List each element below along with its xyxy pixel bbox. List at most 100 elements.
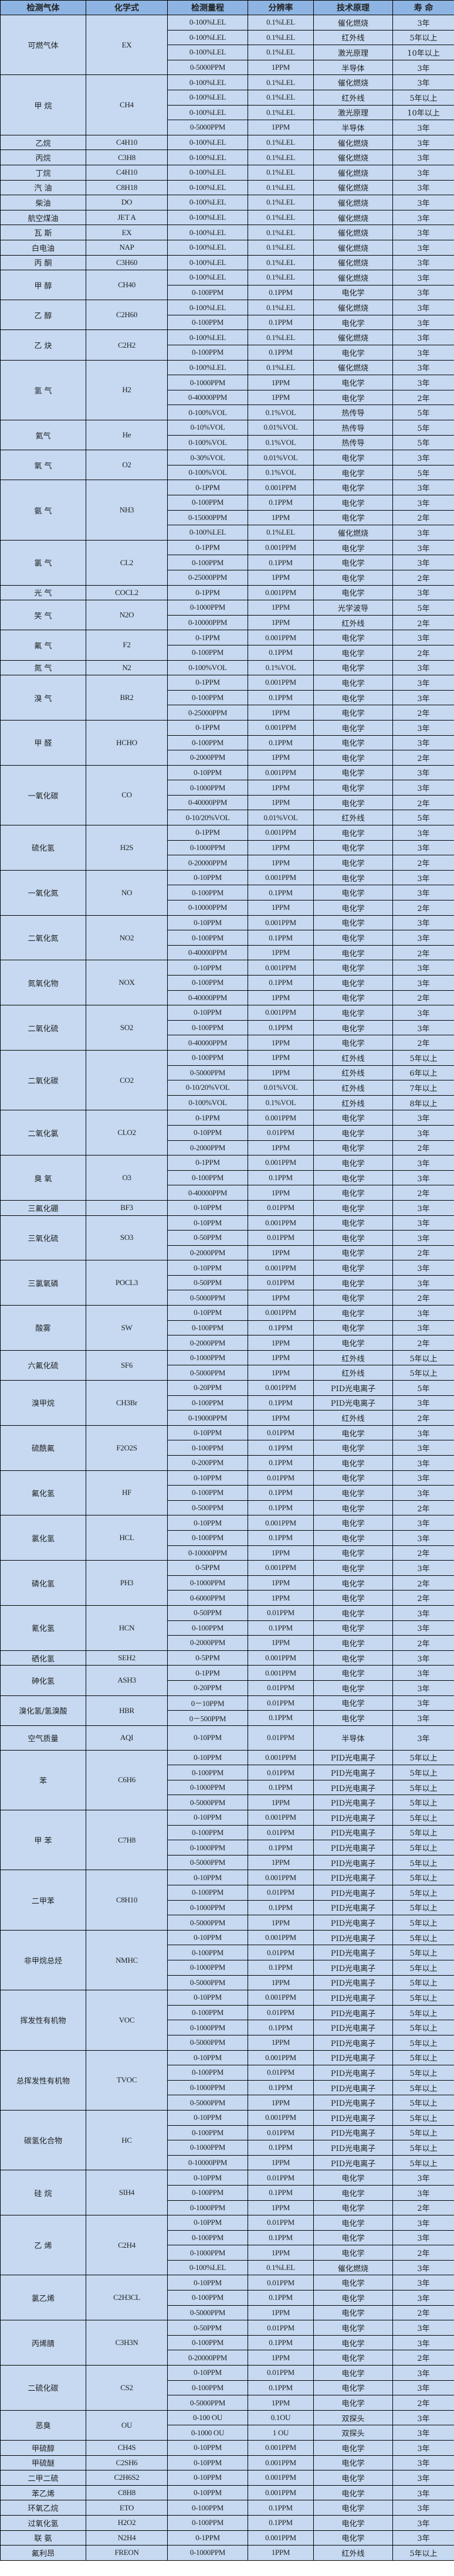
range-cell: 0-10PPM	[167, 1810, 248, 1826]
lifespan-cell: 5年	[392, 405, 454, 421]
principle-cell: 电化学	[313, 1290, 393, 1306]
range-cell: 0-1PPM	[167, 584, 248, 601]
table-row: 0-10000PPM 1PPM 电化学 2年	[1, 1545, 454, 1561]
principle-cell: 半导体	[313, 59, 393, 76]
lifespan-cell: 2年	[392, 750, 454, 766]
lifespan-cell: 5年以上	[392, 1824, 454, 1841]
table-row: 0-100%LEL 0.1%LEL 催化燃烧 3年	[1, 2259, 454, 2276]
resolution-cell: 0.01PPM	[248, 2320, 314, 2336]
lifespan-cell: 2年	[392, 389, 454, 406]
principle-cell: PID光电离子	[313, 2020, 393, 2035]
principle-cell: 电化学	[313, 2470, 393, 2486]
table-row: 丁烷 C4H10 0-100%LEL 0.1%LEL 催化燃烧 3年	[0, 164, 454, 181]
resolution-cell: 0.1%VOL	[248, 434, 314, 451]
formula-cell: JET A	[86, 209, 168, 226]
lifespan-cell: 5年以上	[392, 2020, 454, 2035]
gas-name-cell: 氨 气	[0, 480, 86, 541]
table-row: 0-1000PPM 1PPM 电化学 3年	[1, 840, 454, 856]
formula-cell: O3	[86, 1155, 168, 1201]
resolution-cell: 0.1PPM	[248, 2140, 314, 2156]
resolution-cell: 0.001PPM	[248, 1560, 314, 1576]
lifespan-cell: 3年	[392, 1605, 454, 1621]
resolution-cell: 0.1PPM	[248, 2290, 314, 2306]
lifespan-cell: 5年以上	[392, 2095, 454, 2111]
lifespan-cell: 3年	[392, 329, 454, 346]
lifespan-cell: 2年	[392, 1575, 454, 1591]
resolution-cell: 0.001PPM	[248, 2455, 314, 2471]
table-row: 瓦 斯 EX 0-100%LEL 0.1%LEL 催化燃烧 3年	[0, 225, 454, 240]
table-row: 二氧化氮 NO2 0-10PPM 0.001PPM 电化学 3年	[0, 915, 454, 961]
principle-cell: 电化学	[313, 840, 393, 856]
resolution-cell: 0.001PPM	[248, 630, 314, 645]
table-row: 0-100%VOL 0.1%VOL 热传导 5年	[1, 434, 454, 451]
principle-cell: 电化学	[313, 345, 393, 361]
range-cell: 0-5000PPM	[167, 1290, 248, 1306]
gas-name-cell: 氟利昂	[0, 2545, 86, 2561]
resolution-cell: 0.001PPM	[248, 915, 314, 931]
resolution-cell: 0.01PPM	[248, 1605, 314, 1621]
resolution-cell: 1PPM	[248, 2200, 314, 2216]
table-row: 0-10/20%VOL 0.01%VOL 红外线 5年	[1, 810, 454, 826]
resolution-cell: 0.01PPM	[248, 1425, 314, 1441]
table-row: 0-100PPM 0.1PPM 电化学 3年	[1, 930, 454, 946]
principle-cell: 电化学	[313, 480, 393, 495]
gas-name-cell: 二氧化氯	[0, 1110, 86, 1156]
table-row: 0-100PPM 0.01PPM PID光电离子 5年以上	[1, 1765, 454, 1780]
principle-cell: 电化学	[313, 1710, 393, 1726]
table-row: 0-10/20%VOL 0.01%VOL 红外线 7年以上	[1, 1080, 454, 1096]
resolution-cell: 0.1PPM	[248, 1320, 314, 1336]
lifespan-cell: 3年	[392, 2485, 454, 2501]
lifespan-cell: 3年	[392, 2230, 454, 2246]
lifespan-cell: 7年以上	[392, 1080, 454, 1096]
range-cell: 0-10PPM	[167, 2109, 248, 2126]
resolution-cell: 0.001PPM	[248, 1990, 314, 2006]
lifespan-cell: 5年以上	[392, 1795, 454, 1811]
gas-name-cell: 空气质量	[0, 1725, 86, 1751]
table-row: 过氧化氢 H2O2 0-100PPM 0.1PPM 电化学 3年	[0, 2514, 454, 2531]
range-cell: 0-10PPM	[167, 915, 248, 931]
gas-name-cell: 酸雾	[0, 1305, 86, 1351]
formula-cell: HBR	[86, 1695, 168, 1726]
resolution-cell: 1PPM	[248, 120, 314, 135]
resolution-cell: 1 OU	[248, 2425, 314, 2441]
range-cell: 0-10%VOL	[167, 420, 248, 436]
resolution-cell: 0.001PPM	[248, 1665, 314, 1681]
lifespan-cell: 5年以上	[392, 1049, 454, 1066]
gas-name-cell: 环氧乙烷	[0, 2500, 86, 2516]
principle-cell: PID光电离子	[313, 1975, 393, 1991]
range-cell: 0-100PPM	[167, 345, 248, 361]
principle-cell: 电化学	[313, 1124, 393, 1141]
resolution-cell: 1PPM	[248, 1545, 314, 1561]
gas-name-cell: 甲 烷	[0, 74, 86, 135]
principle-cell: 电化学	[313, 930, 393, 946]
table-row: 0-100PPM 0.01PPM PID光电离子 5年以上	[1, 1885, 454, 1901]
range-cell: 0-100PPM	[167, 284, 248, 301]
table-row: 氯 气 CL2 0-1PPM 0.001PPM 电化学 3年	[0, 539, 454, 586]
gas-name-cell: 三氟化硼	[0, 1199, 86, 1216]
formula-cell: C4H10	[86, 134, 168, 151]
lifespan-cell: 2年	[392, 1185, 454, 1201]
table-row: 可燃气体 EX 0-100%LEL 0.1%LEL 催化燃烧 3年	[0, 14, 454, 76]
gas-name-cell: 氯乙烯	[0, 2275, 86, 2321]
range-cell: 0-50PPM	[167, 1275, 248, 1291]
range-cell: 0-100%VOL	[167, 464, 248, 481]
lifespan-cell: 3年	[392, 1170, 454, 1186]
gas-name-cell: 硒化氢	[0, 1650, 86, 1666]
gas-name-cell: 氦气	[0, 420, 86, 451]
principle-cell: 电化学	[313, 2170, 393, 2186]
range-cell: 0-100PPM	[167, 555, 248, 570]
table-row: 氦气 He 0-10%VOL 0.01%VOL 热传导 5年	[0, 420, 454, 451]
table-row: 氮氧化物 NOX 0-10PPM 0.001PPM 电化学 3年	[0, 960, 454, 1006]
lifespan-cell: 2年	[392, 1035, 454, 1051]
formula-cell: SF6	[86, 1350, 168, 1381]
resolution-cell: 0.1PPM	[248, 1960, 314, 1976]
lifespan-cell: 3年	[392, 1530, 454, 1546]
lifespan-cell: 5年以上	[392, 29, 454, 46]
gas-name-cell: 氯 气	[0, 539, 86, 586]
gas-name-cell: 瓦 斯	[0, 225, 86, 240]
lifespan-cell: 3年	[392, 1560, 454, 1576]
gas-name-cell: 二氧化氮	[0, 915, 86, 961]
lifespan-cell: 3年	[392, 2334, 454, 2351]
lifespan-cell: 3年	[392, 2380, 454, 2396]
range-cell: 0-1000 OU	[167, 2425, 248, 2441]
